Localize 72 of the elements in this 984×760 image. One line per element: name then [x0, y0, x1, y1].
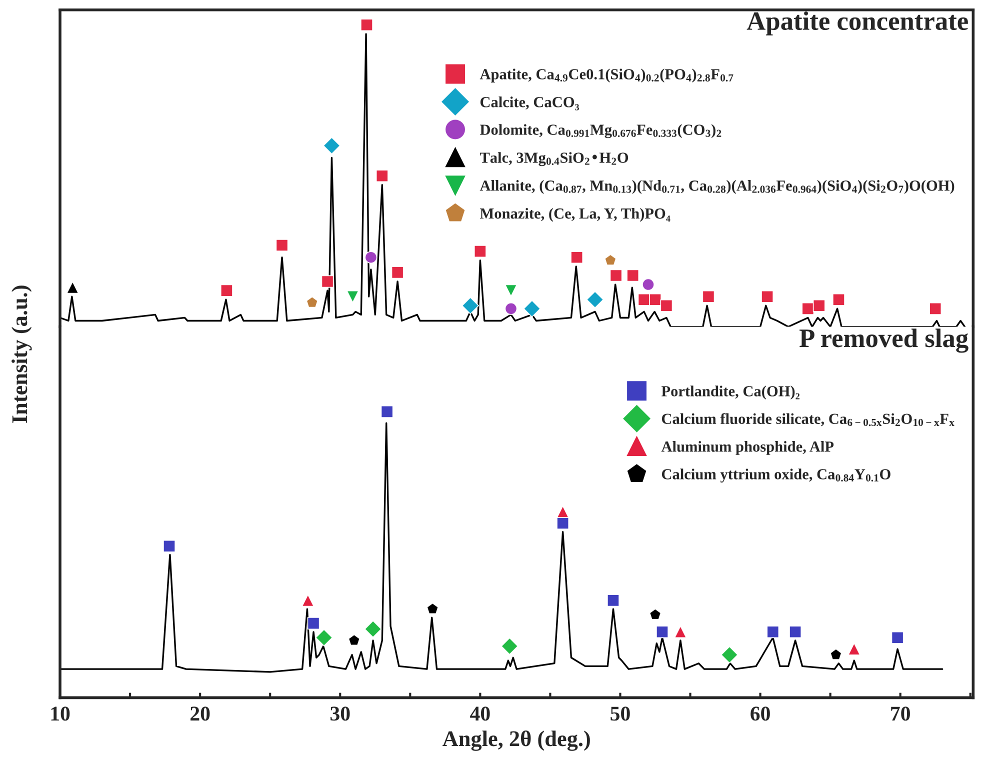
- point: [556, 516, 570, 530]
- point: [604, 254, 616, 266]
- point: [376, 170, 388, 182]
- legend-label: Monazite, (Ce, La, Y, Th)PO₄: [480, 208, 670, 222]
- point: [802, 302, 814, 315]
- point: [504, 302, 518, 315]
- chart-title: Apatite concentrate: [746, 11, 968, 36]
- point: [607, 594, 620, 607]
- legend-label: Calcium fluoride silicate, Ca$_{6−0.5x}$Si$_{2}$O$_{10−x}$F$_{x}$: [662, 413, 954, 426]
- legend-label: Calcite, CaCO₃: [480, 96, 580, 110]
- point: [346, 290, 359, 303]
- point: [391, 266, 404, 279]
- point: [702, 290, 715, 303]
- point: [307, 617, 320, 630]
- point: [364, 251, 378, 264]
- point: [766, 626, 780, 638]
- point: [462, 297, 480, 314]
- point: [610, 269, 622, 282]
- x-tick-label: 30: [330, 706, 350, 721]
- point: [674, 626, 687, 638]
- point: [789, 626, 802, 638]
- point: [720, 646, 738, 664]
- point: [302, 594, 314, 607]
- x-tick-label: 10: [51, 706, 70, 721]
- x-tick-label: 50: [610, 706, 630, 721]
- text: Dolomite, Ca$_{0.991}$Mg$_{0.676}$Fe$_{0.333}$(CO$_{3}$)$_{2}$: [480, 124, 722, 138]
- point: [830, 648, 842, 660]
- point: [380, 405, 394, 418]
- point: [570, 251, 584, 264]
- point: [220, 284, 233, 297]
- point: [626, 269, 640, 282]
- point: [523, 300, 541, 318]
- point: [315, 628, 333, 646]
- text: Allanite, (Ca$_{0.87}$, Mn$_{0.13}$)(Nd$_{0.71}$, Ca$_{0.28}$)(Al$_{2.036}$Fe$_{0.964}$)(SiO$_{4}$)(Si$_{2}$O$_{7}$)O(OH): [480, 180, 954, 194]
- x-tick-label: 40: [470, 706, 490, 721]
- point: [66, 281, 79, 294]
- legend-label: Calcium yttrium oxide, Ca$_{0.84}$Y$_{0.1}$O: [662, 468, 890, 483]
- point: [891, 631, 904, 644]
- point: [812, 299, 826, 312]
- point: [306, 296, 318, 308]
- x-tick-label: 20: [190, 706, 210, 721]
- point: [761, 290, 774, 303]
- point: [649, 293, 662, 306]
- point: [556, 506, 570, 518]
- point: [649, 608, 662, 620]
- point: [500, 638, 518, 655]
- text: Apatite, Ca$_{4.9}$Ce0.1(SiO$_{4}$)$_{0.2}$(PO$_{4}$)$_{2.8}$F$_{0.7}$: [480, 68, 734, 82]
- legend-label: Portlandite, Ca(OH)₂: [661, 386, 800, 400]
- point: [348, 634, 360, 646]
- point: [163, 540, 176, 552]
- point: [276, 239, 288, 252]
- x-tick-label: 60: [750, 706, 770, 721]
- point: [929, 302, 942, 315]
- chart-title: P removed slag: [799, 328, 968, 353]
- y-axis-title: Intensity (a.u.): [12, 286, 32, 423]
- point: [321, 275, 334, 288]
- point: [504, 284, 518, 297]
- point: [660, 299, 673, 312]
- point: [642, 278, 654, 291]
- legend-label: Aluminum phosphide, AlP: [661, 441, 834, 455]
- point: [426, 602, 439, 614]
- point: [364, 620, 382, 638]
- x-axis-title: Angle, 2θ (deg.): [442, 730, 590, 751]
- point: [848, 642, 860, 656]
- point: [586, 290, 604, 308]
- point: [656, 626, 668, 638]
- point: [832, 293, 845, 306]
- point: [360, 18, 373, 32]
- x-tick-label: 70: [891, 706, 910, 721]
- point: [323, 137, 340, 154]
- legend-label: Talc, 3Mg$_{0.4}$SiO$_{2}$•H$_{2}$O: [480, 152, 628, 166]
- point: [474, 245, 486, 258]
